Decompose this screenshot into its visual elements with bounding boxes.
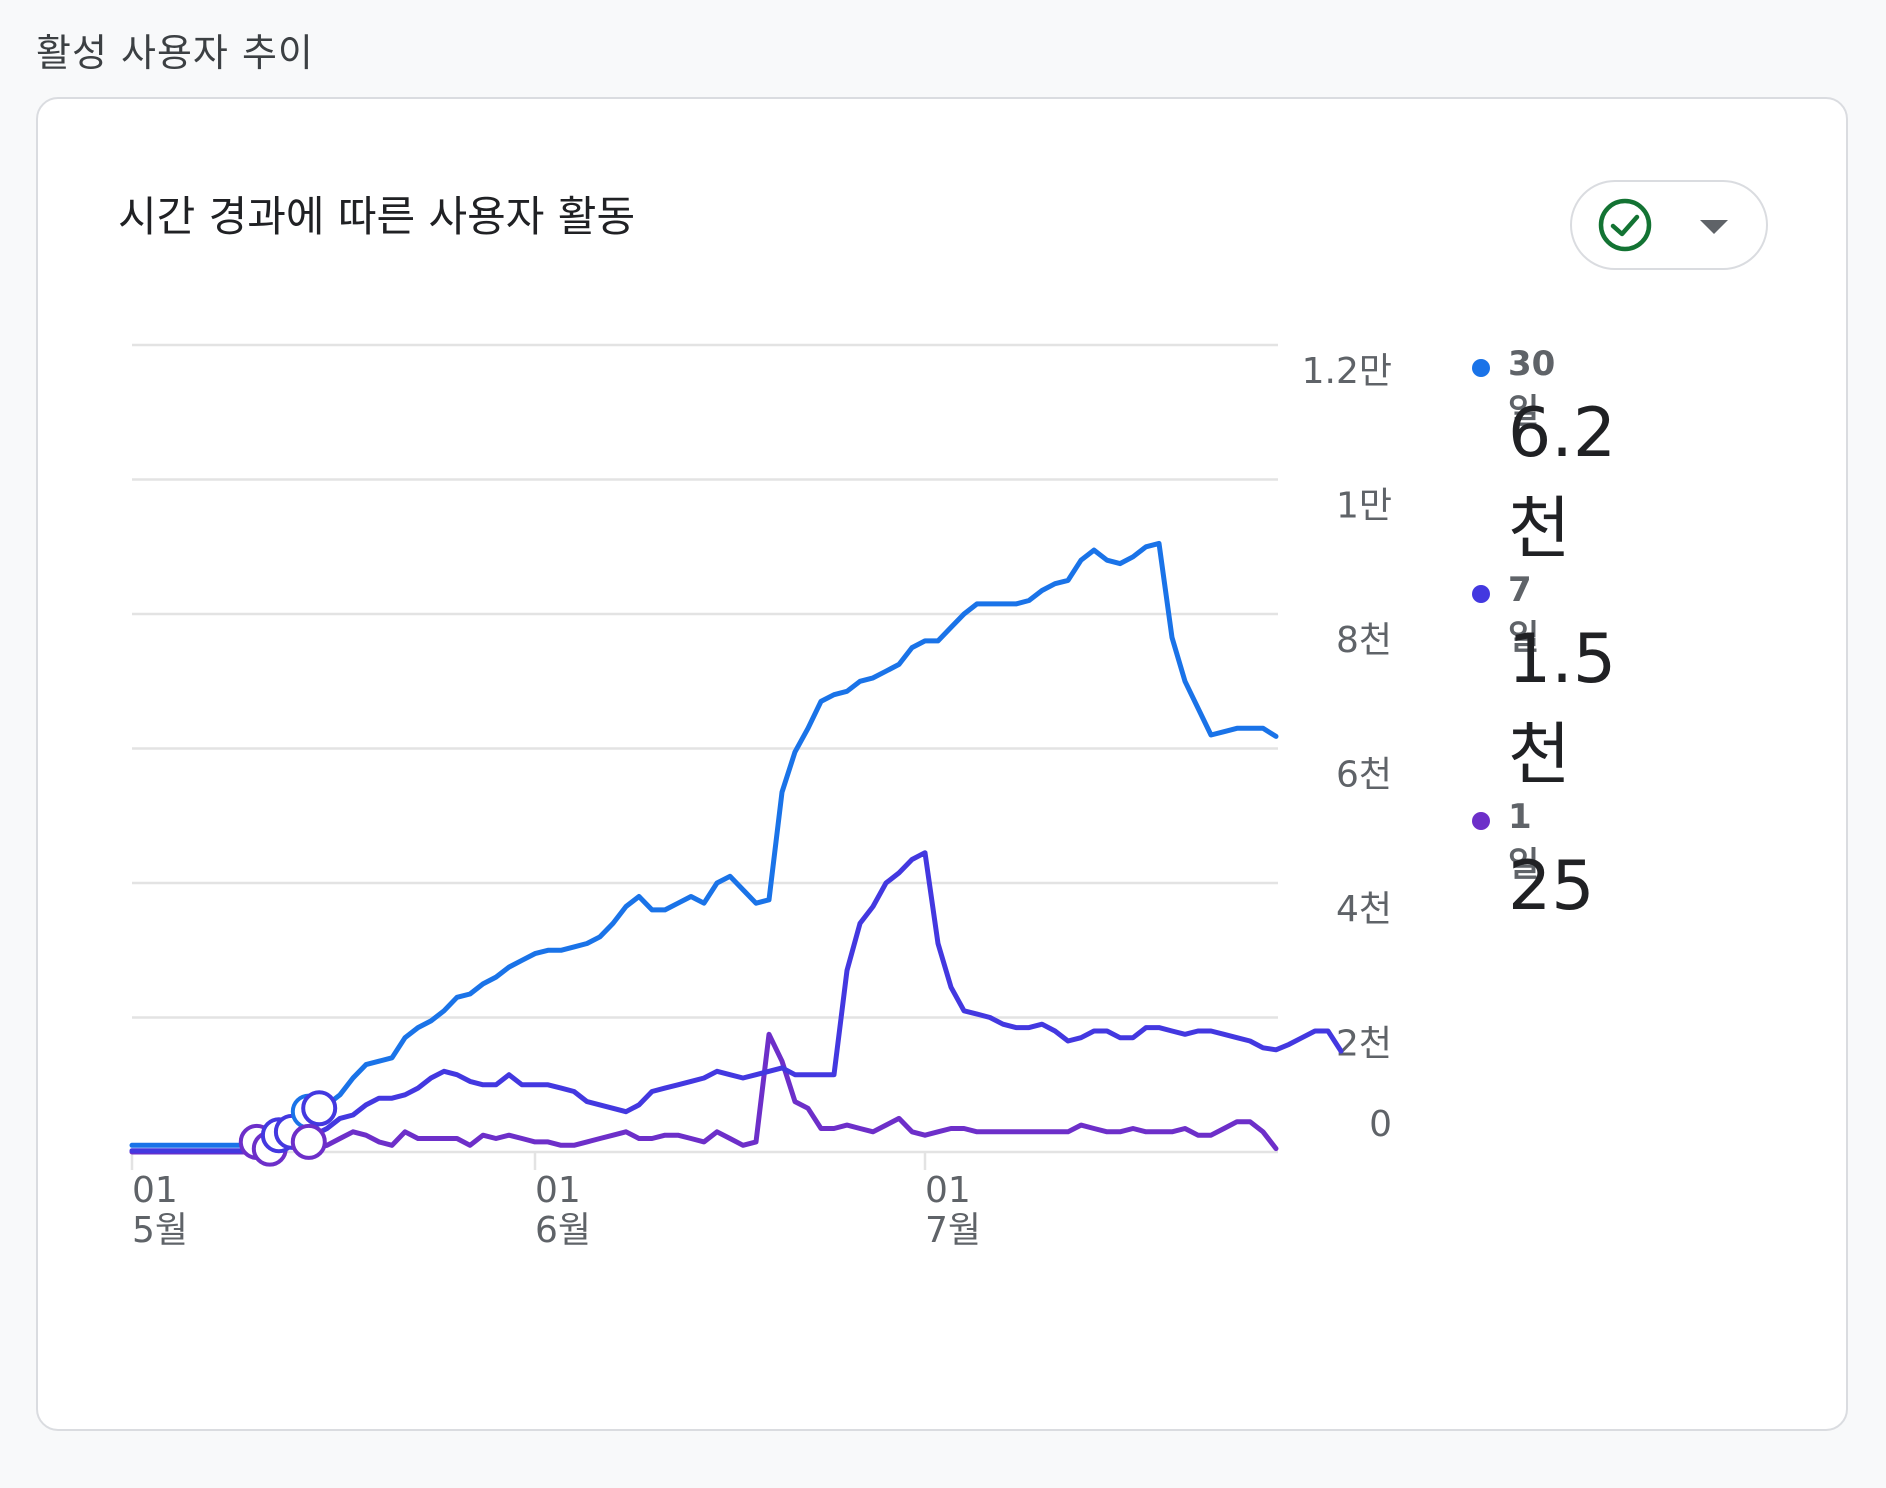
comparison-toggle-button[interactable] — [1570, 180, 1768, 270]
annotation-marker — [290, 1123, 327, 1160]
section-title: 활성 사용자 추이 — [36, 31, 314, 75]
y-tick-label: 4천 — [1336, 889, 1392, 930]
legend-name: 1일 — [1508, 797, 1540, 885]
x-tick-day: 01 — [925, 1170, 971, 1211]
series-line-2 — [129, 1031, 1279, 1155]
legend-dot-icon — [1472, 812, 1490, 830]
y-tick-label: 1만 — [1336, 486, 1392, 527]
check-circle-icon — [1598, 198, 1652, 252]
y-tick-label: 0 — [1369, 1104, 1392, 1145]
series-line-1 — [129, 850, 1344, 1154]
card-title: 시간 경과에 따른 사용자 활동 — [118, 192, 636, 241]
x-tick-month: 5월 — [132, 1210, 188, 1251]
x-tick-month: 7월 — [925, 1210, 981, 1251]
x-tick-day: 01 — [132, 1170, 178, 1211]
y-tick-label: 6천 — [1336, 755, 1392, 796]
caret-down-icon — [1700, 220, 1728, 234]
y-tick-label: 1.2만 — [1302, 351, 1392, 392]
legend-name: 30일 — [1508, 344, 1556, 432]
legend-value: 6.2천 — [1508, 394, 1617, 569]
user-activity-card: 시간 경과에 따른 사용자 활동 — [36, 97, 1848, 1431]
legend-value: 25 — [1508, 847, 1595, 926]
legend-dot-icon — [1472, 359, 1490, 377]
y-tick-label: 8천 — [1336, 620, 1392, 661]
legend-dot-icon — [1472, 585, 1490, 603]
legend-name: 7일 — [1508, 570, 1540, 658]
annotation-marker — [301, 1090, 338, 1127]
legend-value: 1.5천 — [1508, 620, 1617, 795]
y-tick-label: 2천 — [1336, 1024, 1392, 1065]
x-tick-day: 01 — [535, 1170, 581, 1211]
series-line-0 — [129, 540, 1279, 1148]
x-tick-month: 6월 — [535, 1210, 591, 1251]
